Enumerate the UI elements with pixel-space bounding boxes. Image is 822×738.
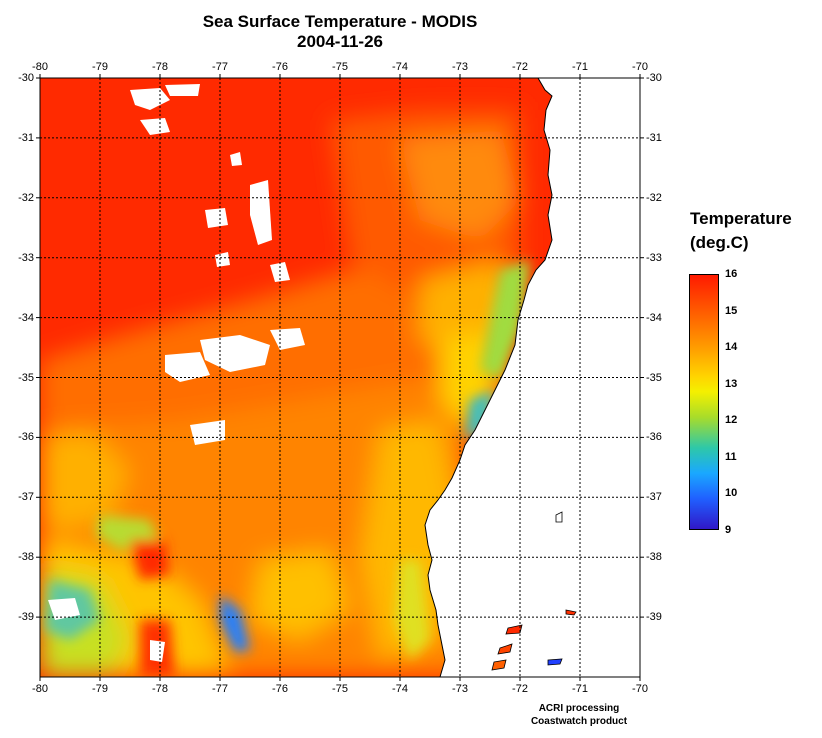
lat-tick-right: -33 bbox=[646, 251, 662, 264]
lat-tick-left: -38 bbox=[18, 551, 34, 564]
legend-label: 14 bbox=[725, 341, 738, 354]
legend-label: 12 bbox=[725, 414, 738, 427]
lon-tick-top: -75 bbox=[332, 61, 348, 73]
graticule bbox=[40, 78, 640, 677]
lat-tick-right: -32 bbox=[646, 191, 662, 204]
lon-tick-bottom: -70 bbox=[632, 683, 648, 695]
lon-tick-top: -70 bbox=[632, 61, 648, 73]
color-scale-bar bbox=[689, 274, 719, 530]
lon-tick-top: -73 bbox=[452, 61, 468, 73]
lon-tick-bottom: -78 bbox=[152, 683, 168, 695]
legend-label: 11 bbox=[725, 450, 737, 463]
legend-title-line1: Temperature bbox=[690, 209, 792, 228]
legend-label: 9 bbox=[725, 524, 732, 536]
lat-tick-left: -39 bbox=[18, 611, 34, 624]
lat-tick-left: -35 bbox=[18, 371, 34, 384]
lon-tick-top: -76 bbox=[272, 61, 288, 73]
lon-tick-bottom: -72 bbox=[512, 683, 528, 695]
lon-tick-top: -80 bbox=[32, 61, 48, 73]
lat-tick-right: -36 bbox=[646, 431, 662, 444]
lat-tick-left: -30 bbox=[18, 72, 34, 84]
lon-tick-bottom: -79 bbox=[92, 683, 108, 695]
lat-tick-right: -39 bbox=[646, 611, 662, 624]
legend-label: 16 bbox=[725, 268, 738, 280]
lon-tick-bottom: -80 bbox=[32, 683, 48, 695]
lat-tick-left: -32 bbox=[18, 191, 34, 204]
lon-tick-bottom: -74 bbox=[392, 683, 408, 695]
map-title: Sea Surface Temperature - MODIS bbox=[202, 12, 478, 31]
legend-label: 13 bbox=[725, 377, 738, 390]
lat-tick-left: -37 bbox=[18, 491, 34, 504]
lon-tick-top: -71 bbox=[572, 61, 588, 73]
lon-tick-bottom: -75 bbox=[332, 683, 348, 695]
legend-label: 10 bbox=[725, 487, 738, 500]
sst-field bbox=[40, 78, 640, 677]
lat-tick-right: -38 bbox=[646, 551, 662, 564]
lon-tick-bottom: -71 bbox=[572, 683, 588, 695]
lon-tick-top: -78 bbox=[152, 61, 168, 73]
lat-tick-right: -37 bbox=[646, 491, 662, 504]
lat-tick-right: -31 bbox=[646, 131, 662, 144]
lat-tick-right: -35 bbox=[646, 371, 662, 384]
lon-tick-bottom: -76 bbox=[272, 683, 288, 695]
lon-tick-top: -79 bbox=[92, 61, 108, 73]
lat-tick-right: -30 bbox=[646, 72, 662, 84]
lon-tick-top: -77 bbox=[212, 61, 228, 73]
lat-tick-left: -36 bbox=[18, 431, 34, 444]
lat-tick-left: -33 bbox=[18, 251, 34, 264]
lat-tick-right: -34 bbox=[646, 311, 662, 324]
credit-product: Coastwatch product bbox=[530, 716, 628, 727]
legend-title-line2: (deg.C) bbox=[690, 233, 749, 252]
lon-tick-top: -74 bbox=[392, 61, 408, 73]
map-date: 2004-11-26 bbox=[296, 32, 384, 51]
lon-tick-bottom: -73 bbox=[452, 683, 468, 695]
lat-tick-left: -34 bbox=[18, 311, 34, 324]
lat-tick-left: -31 bbox=[18, 131, 34, 144]
lon-tick-top: -72 bbox=[512, 61, 528, 73]
legend-label: 15 bbox=[725, 304, 738, 317]
cloud-gaps bbox=[48, 84, 305, 662]
credit-processing: ACRI processing bbox=[538, 703, 620, 714]
lon-tick-bottom: -77 bbox=[212, 683, 228, 695]
